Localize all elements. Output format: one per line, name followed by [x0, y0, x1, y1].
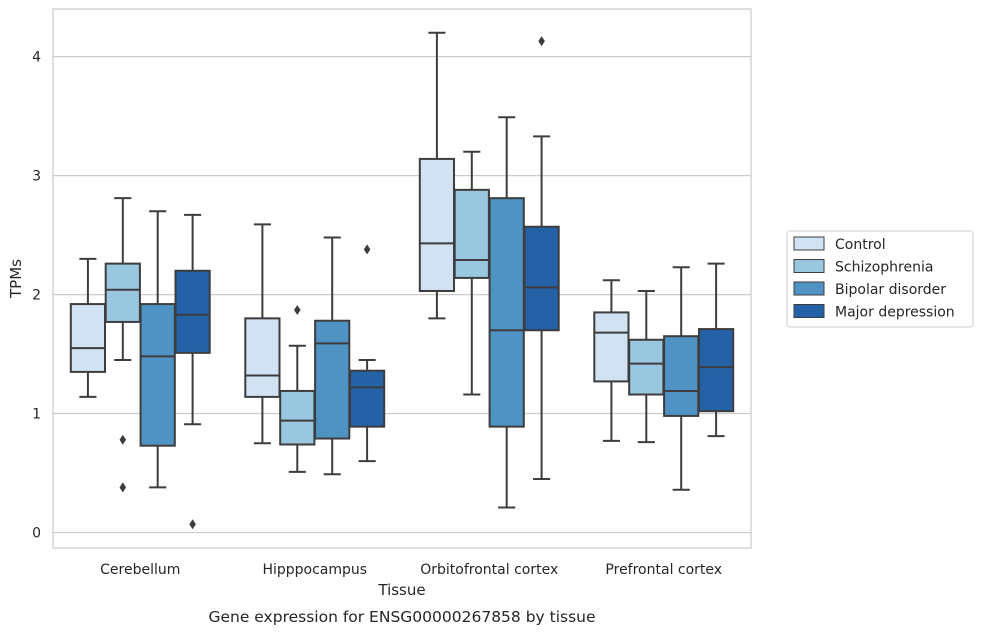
box-iqr [453, 188, 490, 279]
box-iqr [174, 269, 211, 354]
legend-label: Schizophrenia [835, 260, 933, 276]
legend-swatch [793, 281, 825, 296]
y-tick-label-0: 0 [32, 526, 41, 542]
y-tick-label-4: 4 [32, 50, 41, 66]
plot-frame [52, 8, 752, 549]
legend-item-bipolar-disorder: Bipolar disorder [793, 281, 946, 298]
outlier-point [189, 519, 196, 530]
box-hipppocampus-schizophrenia [279, 305, 316, 473]
outlier-point [294, 305, 301, 316]
box-iqr [418, 157, 456, 292]
legend-label: Major depression [835, 305, 955, 321]
box-iqr [697, 328, 735, 413]
y-tick-label-1: 1 [32, 407, 41, 423]
box-hipppocampus-control [244, 223, 281, 445]
legend-label: Bipolar disorder [835, 282, 946, 298]
legend: Control Schizophrenia Bipolar disorder Majo… [786, 230, 974, 328]
y-tick-label-2: 2 [32, 288, 41, 304]
box-iqr [488, 197, 525, 428]
box-prefrontal-cortex-major-depression [697, 262, 735, 438]
x-tick-labels: Cerebellum Hipppocampus Orbitofrontal cort… [100, 562, 722, 578]
box-iqr [314, 319, 351, 440]
outlier-point [119, 434, 127, 445]
legend-item-control: Control [793, 236, 886, 253]
legend-frame [786, 230, 974, 328]
y-tick-label-3: 3 [32, 169, 41, 185]
box-iqr [279, 389, 316, 446]
legend-label: Control [835, 237, 886, 253]
x-tick-label-prefrontal-cortex: Prefrontal cortex [605, 562, 722, 578]
y-axis-label: TPMs [7, 259, 25, 299]
box-iqr [628, 338, 665, 396]
x-tick-label-cerebellum: Cerebellum [100, 562, 180, 578]
box-prefrontal-cortex-control [593, 279, 630, 442]
box-cerebellum-major-depression [174, 213, 211, 530]
outlier-point [363, 244, 371, 255]
box-cerebellum-control [69, 257, 107, 398]
box-cerebellum-bipolar-disorder [139, 210, 176, 489]
box-iqr [69, 303, 107, 373]
outlier-point [119, 482, 127, 493]
legend-swatch [793, 259, 825, 273]
chart-caption: Gene expression for ENSG00000267858 by t… [208, 608, 595, 626]
legend-item-schizophrenia: Schizophrenia [793, 259, 933, 276]
box-orbitofrontal-cortex-control [418, 31, 456, 320]
box-iqr [593, 311, 630, 383]
box-cerebellum-schizophrenia [104, 197, 141, 493]
box-iqr [348, 369, 386, 428]
legend-swatch [793, 304, 825, 318]
box-hipppocampus-major-depression [348, 244, 386, 463]
box-iqr [244, 317, 281, 398]
box-iqr [139, 303, 176, 447]
legend-swatch [793, 236, 825, 251]
box-iqr [523, 225, 560, 332]
box-iqr [104, 262, 141, 323]
x-tick-label-orbitofrontal-cortex: Orbitofrontal cortex [420, 562, 558, 578]
box-prefrontal-cortex-schizophrenia [628, 289, 665, 444]
outlier-point [538, 36, 545, 47]
box-prefrontal-cortex-bipolar-disorder [663, 266, 700, 491]
x-tick-label-hipppocampus: Hipppocampus [262, 562, 367, 578]
boxes-layer [69, 31, 735, 530]
box-orbitofrontal-cortex-bipolar-disorder [488, 116, 525, 509]
legend-item-major-depression: Major depression [793, 304, 955, 321]
box-orbitofrontal-cortex-schizophrenia [453, 150, 490, 396]
x-axis-label: Tissue [377, 581, 425, 599]
box-iqr [663, 335, 700, 417]
box-orbitofrontal-cortex-major-depression [523, 36, 560, 480]
box-hipppocampus-bipolar-disorder [314, 236, 351, 476]
y-tick-labels: 0 1 2 3 4 [32, 50, 41, 542]
